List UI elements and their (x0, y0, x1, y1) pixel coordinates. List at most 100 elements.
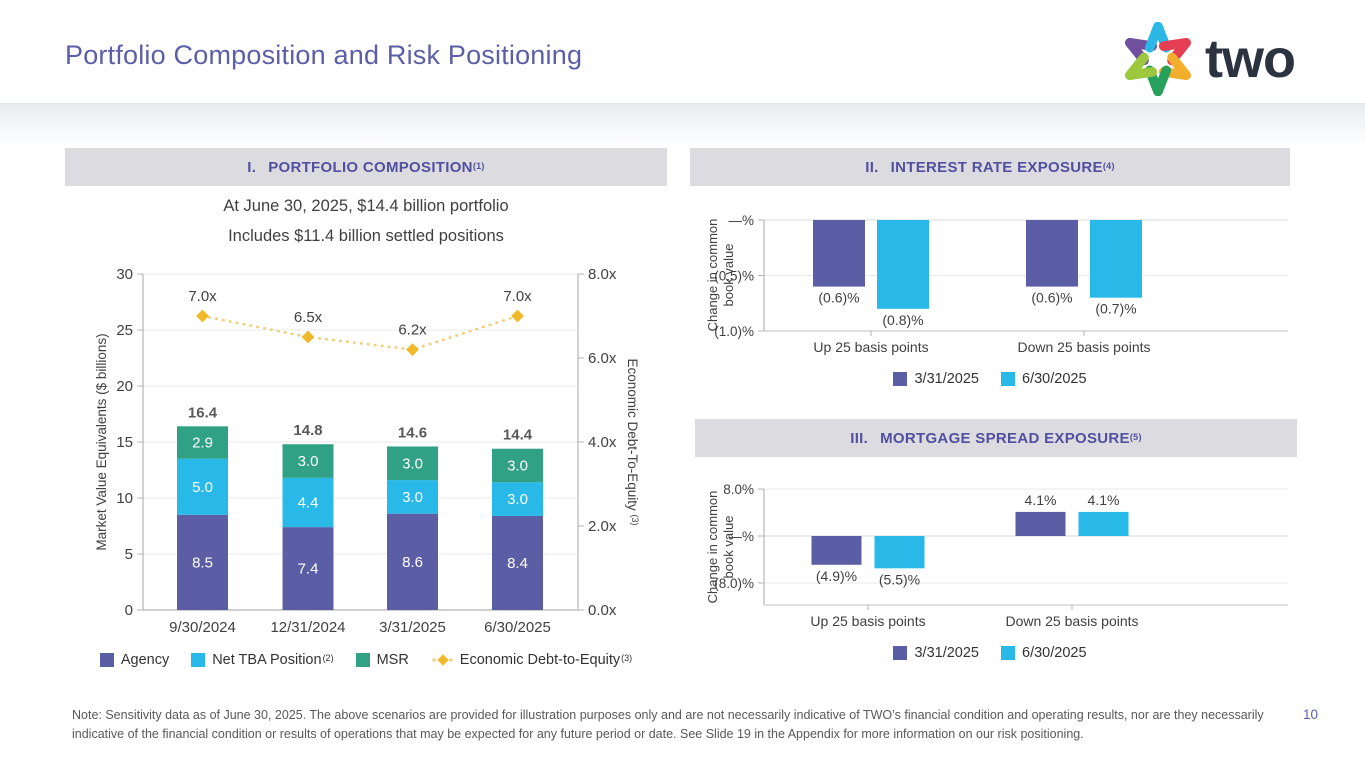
legend-label: 3/31/2025 (914, 371, 979, 387)
panel-header-mortgage-spread-exposure: III. MORTGAGE SPREAD EXPOSURE (5) (695, 419, 1297, 457)
legend-line-marker (431, 654, 453, 666)
panel-footnote-ref: (1) (472, 161, 485, 171)
chart-text: 4.1% (1025, 492, 1057, 508)
chart-text: 3.0 (507, 458, 528, 475)
legend-label: 6/30/2025 (1022, 645, 1087, 661)
chart-text: (0.7)% (1095, 301, 1136, 317)
line-marker-diamond (196, 309, 209, 323)
chart-text: 6/30/2025 (484, 619, 551, 636)
chart-text: 8.4 (507, 555, 528, 572)
panel-footnote-ref: (5) (1129, 432, 1142, 442)
chart-text: Up 25 basis points (813, 339, 928, 355)
legend-label: 6/30/2025 (1022, 371, 1087, 387)
y-axis-title-line1: Change in common (705, 219, 720, 332)
chart-text: 9/30/2024 (169, 619, 236, 636)
chart-text: 6.0x (588, 350, 617, 367)
legend-item: Net TBA Position (2) (191, 652, 334, 668)
chart-text: Down 25 basis points (1005, 613, 1138, 629)
chart-text: 7.0x (503, 288, 532, 305)
two-hexagon-logo-icon (1125, 22, 1192, 96)
mortgage-spread-chart-legend: 3/31/2025 6/30/2025 (690, 645, 1290, 661)
page-number: 10 (1303, 707, 1319, 722)
chart-text: 14.8 (293, 422, 322, 439)
page-title: Portfolio Composition and Risk Positioni… (65, 40, 583, 70)
bar-segment-net-tba-position (282, 477, 334, 528)
chart-text: 8.6 (402, 554, 423, 571)
bar-6-30-2025 (874, 536, 925, 569)
chart-text: 14.6 (398, 424, 427, 441)
legend-item: Agency (99, 652, 170, 668)
legend-footnote-ref: (2) (322, 653, 334, 663)
bar-segment-agency (387, 513, 438, 610)
bar-segment-msr (282, 444, 334, 478)
chart-text: 10 (116, 490, 133, 507)
chart-text: 4.0x (588, 434, 617, 451)
legend-item: 6/30/2025 (1001, 645, 1087, 661)
chart-text: 3.0 (298, 453, 319, 470)
chart-text: —% (728, 213, 754, 228)
legend-swatch (191, 653, 206, 667)
chart-text: 16.4 (188, 404, 218, 421)
panel-header-portfolio-composition: I. PORTFOLIO COMPOSITION (1) (65, 148, 667, 186)
chart-text: 5.0 (192, 479, 213, 496)
panel-numeral: II. (865, 158, 879, 176)
legend-footnote-ref: (3) (621, 653, 633, 663)
bar-segment-agency (492, 515, 543, 610)
interest-rate-exposure-chart: —% (0.5)% (1.0)% (0.6)% (0.8)% Up 25 basis po… (705, 213, 1288, 355)
line-marker-diamond (511, 309, 524, 323)
panel-numeral: III. (850, 429, 869, 447)
chart-text: 3/31/2025 (379, 619, 446, 636)
bar-3-31-2025 (1026, 220, 1078, 287)
chart-text: (4.9)% (816, 568, 857, 584)
panel-title: INTEREST RATE EXPOSURE (890, 158, 1103, 176)
chart-text: 25 (116, 322, 133, 339)
bar-3-31-2025 (813, 220, 865, 287)
chart-text: 4.4 (298, 494, 319, 511)
logo-segment (1144, 22, 1172, 53)
chart-text: 7.0x (188, 288, 217, 305)
chart-text: Down 25 basis points (1017, 339, 1150, 355)
chart-text: 8.5 (192, 554, 213, 571)
legend-swatch (1001, 646, 1015, 660)
interest-rate-chart-legend: 3/31/2025 6/30/2025 (690, 371, 1290, 387)
panel-title: PORTFOLIO COMPOSITION (268, 158, 473, 176)
chart-text: (1.0)% (714, 324, 754, 339)
legend-label: 3/31/2025 (914, 645, 979, 661)
portfolio-chart-legend: Agency Net TBA Position (2) MSR Economic Deb… (65, 652, 667, 668)
y-axis-title-line2: book value (721, 516, 736, 579)
chart-text: (0.5)% (714, 269, 754, 284)
panel-header-interest-rate-exposure: II. INTEREST RATE EXPOSURE (4) (690, 148, 1290, 186)
logo-segment (1158, 52, 1192, 81)
y-axis-title-line2: book value (721, 244, 736, 307)
legend-label: Agency (120, 652, 170, 668)
panel-numeral: I. (247, 158, 257, 176)
footnote: Note: Sensitivity data as of June 30, 20… (72, 708, 1264, 742)
logo-segment (1125, 37, 1158, 66)
portfolio-composition-chart: 0 5 10 15 20 25 30 0.0x 2.0x 4.0x 6.0x 8.0x 8.5 5.0 2.… (94, 266, 640, 636)
chart-text: Up 25 basis points (810, 613, 925, 629)
bar-6-30-2025 (1078, 511, 1129, 536)
logo-segment (1125, 52, 1158, 81)
chart-text: 20 (116, 378, 133, 395)
legend-swatch (893, 372, 908, 386)
chart-text: 14.4 (503, 427, 533, 444)
line-marker-diamond (406, 343, 419, 356)
portfolio-subtitle-line2: Includes $11.4 billion settled positions (228, 227, 504, 245)
legend-label: MSR (376, 652, 409, 668)
chart-text: 0.0x (588, 602, 617, 619)
chart-text: (0.6)% (1031, 290, 1072, 306)
chart-text: 3.0 (507, 491, 528, 508)
y-axis-title-line1: Change in common (705, 491, 720, 604)
line-marker-diamond (301, 330, 315, 344)
chart-text: 12/31/2024 (270, 619, 345, 636)
bar-6-30-2025 (877, 220, 929, 309)
chart-text: —% (728, 529, 754, 544)
chart-text: (0.8)% (882, 312, 923, 328)
legend-item: Economic Debt-to-Equity (3) (431, 652, 632, 668)
bar-segment-msr (387, 446, 438, 481)
debt-to-equity-line (201, 314, 519, 351)
portfolio-subtitle-line1: At June 30, 2025, $14.4 billion portfoli… (223, 197, 509, 215)
panel-title: MORTGAGE SPREAD EXPOSURE (880, 429, 1130, 447)
chart-text: (8.0)% (714, 576, 754, 591)
